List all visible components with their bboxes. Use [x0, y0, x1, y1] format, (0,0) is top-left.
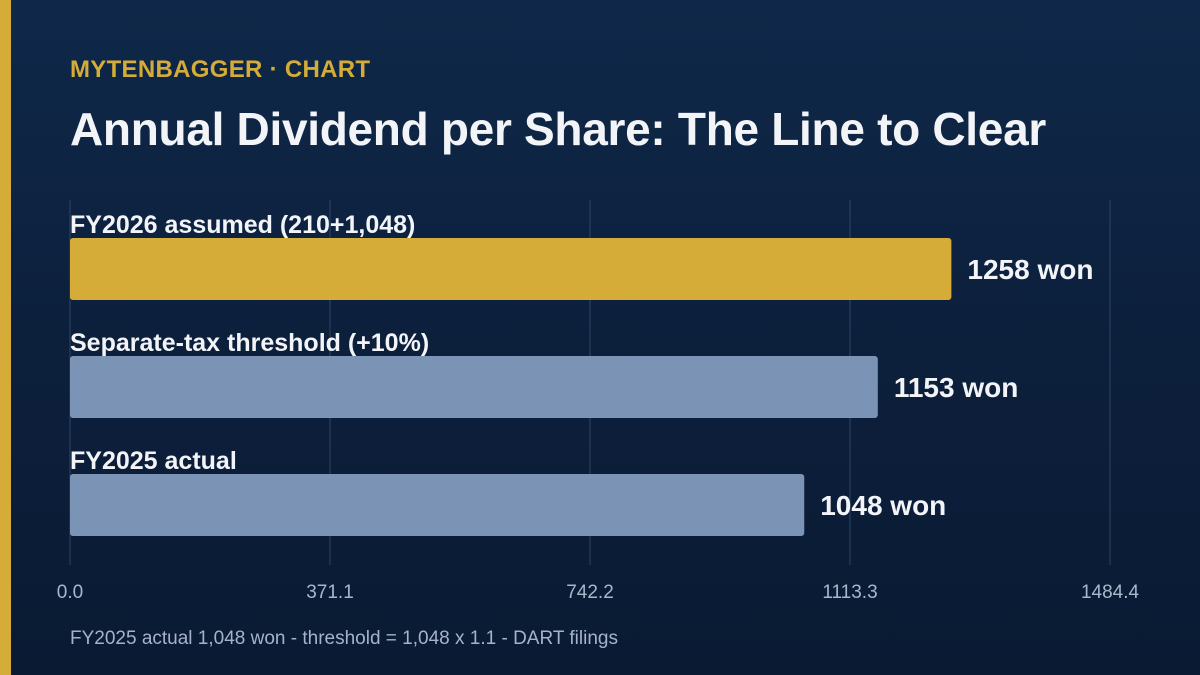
chart-title: Annual Dividend per Share: The Line to C…: [70, 103, 1046, 155]
bar: [70, 238, 952, 300]
accent-bar: [0, 0, 11, 675]
category-label: FY2026 assumed (210+1,048): [70, 211, 415, 239]
value-label: 1258 won: [967, 254, 1093, 285]
bar: [70, 474, 805, 536]
footnote: FY2025 actual 1,048 won - threshold = 1,…: [70, 628, 618, 649]
x-tick-label: 371.1: [306, 582, 354, 603]
category-label: Separate-tax threshold (+10%): [70, 329, 429, 357]
bar: [70, 356, 878, 418]
x-tick-label: 742.2: [566, 582, 614, 603]
x-tick-label: 1113.3: [822, 582, 877, 603]
value-label: 1048 won: [820, 490, 946, 521]
x-tick-label: 1484.4: [1081, 582, 1140, 603]
value-label: 1153 won: [894, 372, 1019, 403]
x-axis-ticks: 0.0 371.1 742.2 1113.3 1484.4: [57, 582, 1140, 603]
chart-labels: FY2026 assumed (210+1,048) 1258 won Separa…: [70, 211, 1093, 521]
chart-bars: [70, 238, 952, 536]
category-label: FY2025 actual: [70, 447, 237, 475]
brand-label: MYTENBAGGER · CHART: [70, 56, 371, 83]
x-tick-label: 0.0: [57, 582, 83, 603]
